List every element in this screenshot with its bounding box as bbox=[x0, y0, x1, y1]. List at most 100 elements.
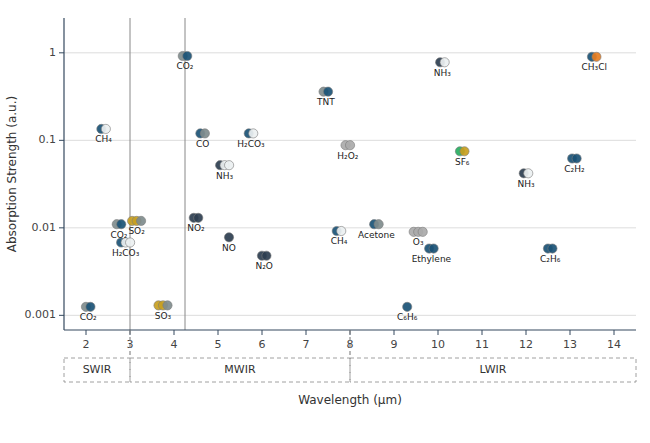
molecule-dot bbox=[183, 51, 192, 60]
molecule-label: H₂CO₃ bbox=[112, 248, 140, 258]
molecule-label: O₃ bbox=[413, 237, 424, 247]
x-tick-label: 6 bbox=[259, 338, 266, 351]
molecule-label: SO₃ bbox=[155, 311, 172, 321]
molecule-label: CH₄ bbox=[95, 134, 112, 144]
x-tick bbox=[526, 330, 527, 335]
molecule-label: NH₃ bbox=[434, 68, 452, 78]
x-tick bbox=[438, 330, 439, 335]
molecule-label: NO₂ bbox=[187, 223, 205, 233]
x-tick bbox=[614, 330, 615, 335]
molecule-label: Ethylene bbox=[412, 254, 452, 264]
molecule-dot bbox=[418, 227, 427, 236]
molecule-dot bbox=[524, 169, 533, 178]
y-tick-label: 0.1 bbox=[39, 133, 57, 146]
x-tick-label: 10 bbox=[431, 338, 445, 351]
molecule-dot bbox=[117, 220, 126, 229]
y-tick bbox=[59, 140, 64, 141]
x-tick-label: 2 bbox=[83, 338, 90, 351]
region-box bbox=[64, 358, 130, 382]
x-tick bbox=[394, 330, 395, 335]
molecule-label: CO₂ bbox=[177, 61, 194, 71]
region-label: SWIR bbox=[83, 363, 112, 376]
x-tick bbox=[218, 330, 219, 335]
molecule-dot bbox=[137, 216, 146, 225]
molecule-label: CO₂ bbox=[80, 312, 97, 322]
x-tick-label: 14 bbox=[607, 338, 621, 351]
x-tick bbox=[262, 330, 263, 335]
y-tick-label: 0.01 bbox=[32, 221, 57, 234]
region-border bbox=[350, 330, 351, 358]
molecule-label: CH₄ bbox=[331, 236, 348, 246]
molecule-dot bbox=[262, 251, 271, 260]
molecule-dot bbox=[163, 301, 172, 310]
molecule-dot bbox=[345, 141, 354, 150]
molecule-dot bbox=[194, 213, 203, 222]
molecule-label: TNT bbox=[316, 97, 335, 107]
y-tick bbox=[59, 315, 64, 316]
molecule-label: CO₂ bbox=[111, 230, 128, 240]
molecule-label: H₂O₂ bbox=[337, 151, 358, 161]
molecule-dot bbox=[572, 154, 581, 163]
region-border bbox=[350, 330, 351, 358]
molecule-dot bbox=[403, 302, 412, 311]
x-tick-label: 12 bbox=[519, 338, 533, 351]
y-tick-label: 0.001 bbox=[25, 308, 57, 321]
molecule-label: SO₂ bbox=[128, 226, 145, 236]
y-tick bbox=[59, 227, 64, 228]
molecule-label: CO bbox=[196, 139, 209, 149]
x-tick-label: 11 bbox=[475, 338, 489, 351]
molecule-dot bbox=[200, 129, 209, 138]
molecule-dot bbox=[460, 147, 469, 156]
molecule-dot bbox=[86, 302, 95, 311]
x-tick-label: 4 bbox=[171, 338, 178, 351]
x-tick bbox=[306, 330, 307, 335]
x-tick-label: 7 bbox=[303, 338, 310, 351]
region-border bbox=[130, 330, 131, 358]
y-axis-line bbox=[63, 18, 64, 330]
molecule-dot bbox=[548, 244, 557, 253]
molecule-dot bbox=[224, 233, 233, 242]
molecule-label: C₆H₆ bbox=[397, 312, 418, 322]
molecule-label: SF₆ bbox=[455, 157, 470, 167]
molecule-label: H₂CO₃ bbox=[237, 139, 265, 149]
x-tick-label: 13 bbox=[563, 338, 577, 351]
molecule-label: NO bbox=[222, 243, 236, 253]
y-tick-label: 1 bbox=[49, 46, 56, 59]
grid-line bbox=[64, 315, 636, 316]
x-tick-label: 9 bbox=[391, 338, 398, 351]
molecule-dot bbox=[440, 58, 449, 67]
plot-area bbox=[81, 18, 601, 330]
molecule-label: Acetone bbox=[358, 230, 395, 240]
molecule-label: NH₃ bbox=[517, 179, 535, 189]
region-border bbox=[130, 330, 131, 358]
grid-line bbox=[64, 52, 636, 53]
x-tick-label: 5 bbox=[215, 338, 222, 351]
molecule-dot bbox=[337, 226, 346, 235]
molecule-dot bbox=[374, 220, 383, 229]
molecule-dot bbox=[429, 244, 438, 253]
molecule-dot bbox=[101, 124, 110, 133]
molecule-dot bbox=[225, 161, 234, 170]
region-label: MWIR bbox=[224, 363, 256, 376]
molecule-label: NH₃ bbox=[216, 171, 234, 181]
molecule-dot bbox=[249, 129, 258, 138]
chart: 0.0010.010.11234567891011121314CO₂CH₄CO₂… bbox=[0, 0, 650, 443]
x-tick bbox=[86, 330, 87, 335]
x-tick bbox=[174, 330, 175, 335]
molecule-label: C₂H₂ bbox=[564, 164, 585, 174]
y-tick bbox=[59, 52, 64, 53]
molecule-label: C₂H₆ bbox=[540, 254, 561, 264]
molecule-label: N₂O bbox=[255, 261, 272, 271]
x-tick bbox=[570, 330, 571, 335]
y-axis-label: Absorption Strength (a.u.) bbox=[5, 96, 19, 252]
region-box bbox=[130, 358, 350, 382]
molecule-dot bbox=[592, 52, 601, 61]
x-axis-label: Wavelength (μm) bbox=[298, 393, 402, 407]
molecule-label: CH₃Cl bbox=[581, 62, 606, 72]
grid-line bbox=[64, 227, 636, 228]
separator-line bbox=[130, 18, 131, 330]
x-tick bbox=[482, 330, 483, 335]
region-box bbox=[350, 358, 636, 382]
region-label: LWIR bbox=[480, 363, 507, 376]
molecule-dot bbox=[323, 87, 332, 96]
